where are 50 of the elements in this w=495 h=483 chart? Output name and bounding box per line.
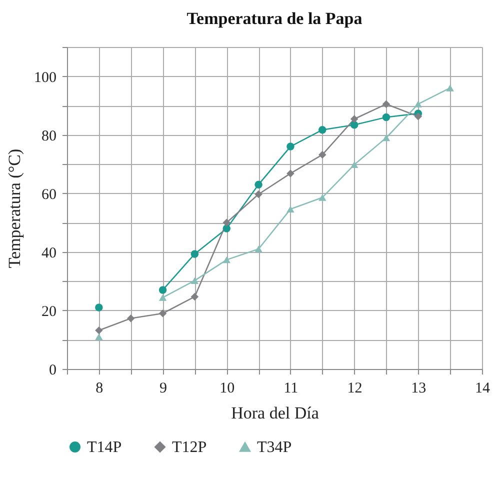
x-tick-label: 9 bbox=[160, 380, 168, 396]
point bbox=[318, 194, 326, 201]
x-tick-label: 8 bbox=[96, 380, 104, 396]
point bbox=[350, 115, 358, 123]
point bbox=[222, 224, 230, 232]
point bbox=[158, 310, 167, 318]
point bbox=[254, 180, 262, 188]
point bbox=[95, 333, 103, 340]
point bbox=[414, 112, 422, 120]
point bbox=[126, 314, 135, 322]
point bbox=[382, 134, 390, 142]
point bbox=[158, 286, 167, 294]
point bbox=[190, 277, 199, 284]
point bbox=[95, 326, 103, 334]
x-tick-label: 14 bbox=[475, 380, 490, 396]
point bbox=[350, 161, 358, 168]
point bbox=[222, 218, 230, 227]
chart-title: Temperatura de la Papa bbox=[186, 9, 363, 28]
x-axis-title: Hora del Día bbox=[231, 404, 320, 422]
point bbox=[318, 150, 326, 159]
y-tick-label: 40 bbox=[42, 245, 56, 262]
y-tick-label: 100 bbox=[34, 70, 56, 86]
point bbox=[190, 292, 199, 301]
point bbox=[318, 126, 326, 134]
point bbox=[254, 190, 262, 198]
point bbox=[95, 304, 103, 312]
y-tick-label: 20 bbox=[42, 304, 56, 320]
y-tick-label: 0 bbox=[49, 362, 56, 378]
x-tick-label: 10 bbox=[220, 380, 235, 396]
point bbox=[254, 246, 262, 252]
point bbox=[158, 294, 167, 301]
y-axis-title: Temperatura (°C) bbox=[5, 148, 24, 268]
y-tick-label: 60 bbox=[42, 186, 56, 203]
y-tick-label: 80 bbox=[42, 128, 56, 144]
x-tick-label: 11 bbox=[284, 380, 298, 396]
legend-label: T12P bbox=[172, 439, 207, 456]
x-tick-label: 12 bbox=[347, 380, 362, 396]
point bbox=[222, 256, 230, 264]
point bbox=[414, 100, 422, 108]
x-tick-label: 13 bbox=[411, 380, 426, 396]
point bbox=[190, 250, 199, 258]
legend-label: T34P bbox=[257, 439, 292, 456]
point bbox=[382, 100, 390, 108]
point bbox=[286, 170, 294, 178]
legend-label: T14P bbox=[87, 439, 122, 456]
point bbox=[286, 206, 294, 213]
point bbox=[446, 84, 454, 92]
point bbox=[350, 121, 358, 129]
point bbox=[286, 142, 294, 150]
point bbox=[382, 113, 390, 122]
